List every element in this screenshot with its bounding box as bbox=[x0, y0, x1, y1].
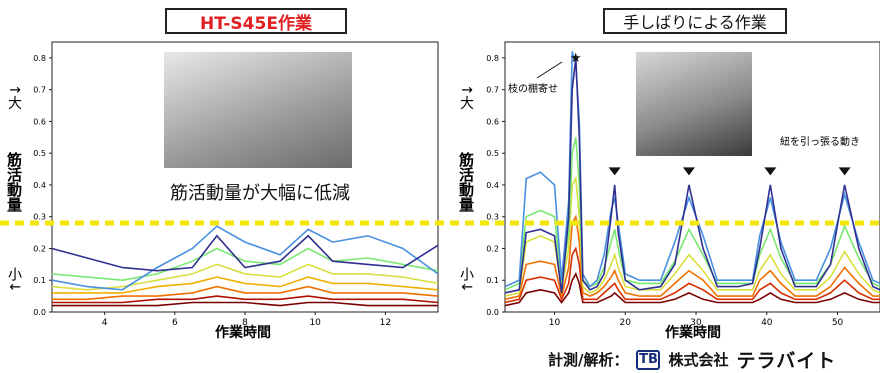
series-line-3 bbox=[51, 263, 439, 291]
ylabel-left-top: ↑大 bbox=[6, 84, 22, 110]
y-tick-label: 0.0 bbox=[33, 308, 46, 317]
peak-star-icon: ★ bbox=[570, 51, 582, 66]
annotation-arrow bbox=[536, 61, 563, 79]
x-tick-label: 8 bbox=[242, 318, 248, 328]
y-tick-label: 0.4 bbox=[486, 181, 499, 190]
company-name: テラバイト bbox=[736, 350, 837, 372]
ylabel-right-top: ↑大 bbox=[458, 84, 474, 110]
ylabel-left-middle: 筋活動量 bbox=[5, 151, 23, 212]
photo-manual-work bbox=[636, 52, 752, 156]
event-triangle-icon bbox=[764, 167, 777, 176]
plot-frame bbox=[504, 41, 880, 313]
x-tick-label: 12 bbox=[380, 318, 391, 328]
x-tick-label: 30 bbox=[690, 318, 702, 328]
y-tick-label: 0.2 bbox=[486, 244, 499, 253]
xlabel-right: 作業時間 bbox=[665, 324, 721, 341]
x-tick-label: 10 bbox=[309, 318, 321, 328]
event-triangle-icon bbox=[682, 167, 695, 176]
event-triangle-icon bbox=[838, 167, 851, 176]
reduction-caption: 筋活動量が大幅に低減 bbox=[170, 183, 350, 204]
y-tick-label: 0.2 bbox=[33, 244, 46, 253]
series-line-1 bbox=[51, 225, 439, 291]
series-line-2 bbox=[51, 247, 439, 282]
x-tick-label: 6 bbox=[172, 318, 178, 328]
series-line-4 bbox=[504, 214, 880, 301]
y-tick-label: 0.4 bbox=[33, 181, 46, 190]
right-chart: 0.0 0.1 0.2 0.3 0.4 0.5 0.6 0.7 0.8 10 20 30 40 50 ★ bbox=[486, 41, 880, 328]
y-tick-label: 0.3 bbox=[33, 213, 46, 222]
series-line-0 bbox=[504, 57, 880, 294]
x-tick-label: 50 bbox=[832, 318, 844, 328]
xlabel-left: 作業時間 bbox=[215, 324, 271, 341]
x-tick-label: 4 bbox=[102, 318, 108, 328]
y-tick-label: 0.6 bbox=[486, 117, 499, 126]
annotation-branch-pull: 枝の棚寄せ bbox=[508, 82, 558, 95]
series-line-4 bbox=[52, 276, 439, 294]
y-tick-label: 0.5 bbox=[486, 149, 499, 158]
y-tick-label: 0.8 bbox=[486, 54, 499, 63]
series-line-5 bbox=[52, 285, 439, 301]
series-line-3 bbox=[504, 175, 880, 297]
ylabel-right-middle: 筋活動量 bbox=[457, 151, 475, 212]
series-line-6 bbox=[504, 272, 880, 307]
ylabel-right-bottom: 小↓ bbox=[458, 267, 474, 293]
y-tick-label: 0.6 bbox=[33, 117, 46, 126]
event-triangle-icon bbox=[608, 167, 621, 176]
ylabel-left-bottom: 小↓ bbox=[6, 267, 22, 293]
y-tick-label: 0.7 bbox=[33, 86, 46, 95]
y-tick-label: 0.1 bbox=[33, 276, 46, 285]
series-line-0 bbox=[51, 234, 439, 272]
y-tick-label: 0.8 bbox=[33, 54, 46, 63]
y-tick-label: 0.1 bbox=[486, 276, 499, 285]
chart-title-left: HT-S45E作業 bbox=[165, 8, 347, 34]
x-tick-label: 20 bbox=[620, 318, 632, 328]
series-line-6 bbox=[52, 295, 439, 304]
annotation-string-pull: 紐を引っ張る動き bbox=[780, 135, 860, 148]
lab-logo-icon: TB bbox=[636, 349, 661, 370]
y-tick-label: 0.0 bbox=[486, 308, 499, 317]
series-line-7 bbox=[52, 301, 438, 307]
credit: 計測/解析： TB 株式会社 テラバイト bbox=[548, 346, 836, 373]
company-prefix: 株式会社 bbox=[668, 351, 729, 369]
y-tick-label: 0.3 bbox=[486, 213, 499, 222]
x-tick-label: 40 bbox=[761, 318, 773, 328]
y-tick-label: 0.5 bbox=[33, 149, 46, 158]
series-line-5 bbox=[504, 246, 880, 304]
y-tick-label: 0.7 bbox=[486, 86, 499, 95]
photo-assisted-work bbox=[164, 52, 352, 168]
chart-title-right: 手しばりによる作業 bbox=[603, 8, 787, 34]
series-line-2 bbox=[504, 137, 880, 291]
series-line-1 bbox=[504, 51, 880, 288]
x-tick-label: 10 bbox=[549, 318, 561, 328]
credit-label: 計測/解析： bbox=[548, 351, 629, 369]
